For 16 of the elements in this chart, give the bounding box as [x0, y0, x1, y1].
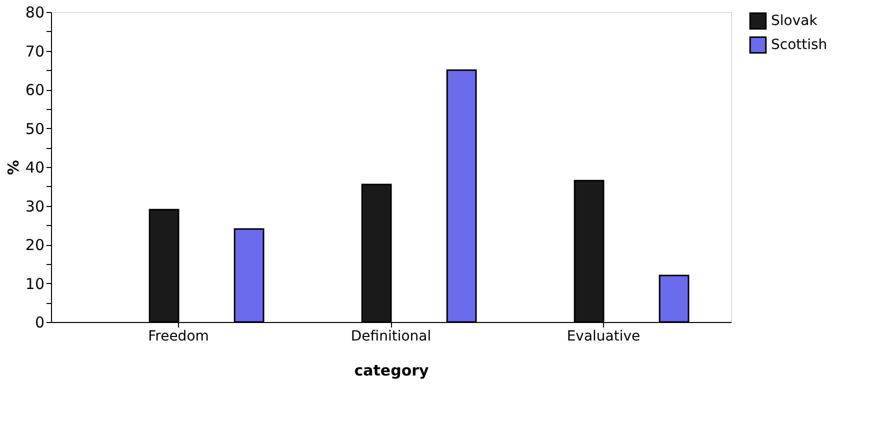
- y-tick-label: 20: [25, 236, 44, 254]
- y-tick-label: 60: [25, 81, 44, 99]
- x-tick-label: Freedom: [148, 328, 209, 344]
- x-tick-label: Evaluative: [566, 328, 640, 344]
- y-axis-title: %: [4, 160, 22, 176]
- y-tick-label: 30: [25, 197, 44, 216]
- y-tick-label: 0: [34, 314, 44, 332]
- x-axis-title: category: [354, 362, 430, 380]
- y-tick-label: 50: [25, 120, 44, 138]
- y-tick-label: 10: [25, 274, 44, 293]
- x-tick-label: Definitional: [350, 328, 432, 344]
- y-tick-label: 80: [25, 4, 44, 22]
- y-tick-label: 40: [25, 158, 44, 176]
- legend-label: Slovak: [771, 13, 818, 29]
- legend-label: Scottish: [771, 37, 828, 53]
- y-tick-label: 70: [25, 42, 44, 60]
